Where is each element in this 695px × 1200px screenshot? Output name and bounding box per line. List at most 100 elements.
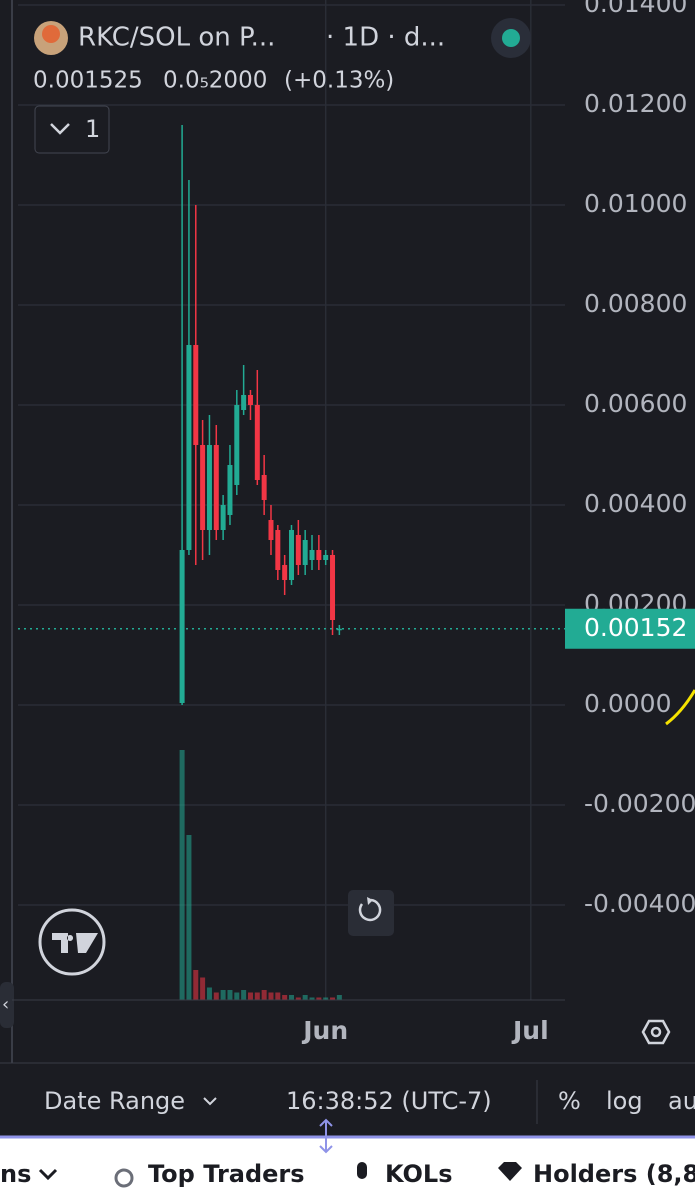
candle-body bbox=[336, 628, 342, 631]
candle-body bbox=[330, 555, 336, 620]
last-price-tag bbox=[565, 608, 695, 649]
volume-bar bbox=[323, 997, 329, 1000]
medal-icon bbox=[114, 1168, 134, 1188]
candle-body bbox=[254, 405, 260, 480]
status-dot bbox=[502, 29, 520, 47]
tab[interactable]: ns bbox=[0, 1160, 31, 1188]
diamond-icon bbox=[498, 1162, 522, 1181]
settings-button[interactable] bbox=[641, 1019, 671, 1045]
tv-logo[interactable] bbox=[38, 908, 106, 976]
candle-body bbox=[234, 405, 240, 485]
candle-body bbox=[309, 550, 315, 560]
volume-bar bbox=[186, 835, 192, 1000]
settings-icon bbox=[641, 1019, 671, 1045]
volume-bar bbox=[268, 992, 274, 1000]
reset-icon bbox=[358, 898, 382, 922]
candle-body bbox=[247, 395, 253, 405]
chevron-icon bbox=[50, 123, 70, 135]
y-tick-label: 0.00400 bbox=[584, 489, 687, 518]
volume-bar bbox=[220, 990, 226, 1000]
volume-bar bbox=[289, 995, 294, 1000]
date-range[interactable]: Date Range bbox=[44, 1087, 185, 1115]
candle-body bbox=[200, 445, 206, 530]
candle-body bbox=[220, 505, 226, 530]
mic-icon bbox=[357, 1162, 367, 1179]
date-range-chevron bbox=[203, 1097, 217, 1106]
candle-body bbox=[323, 555, 329, 560]
y-tick-label: -0.00200 bbox=[584, 789, 695, 818]
y-tick-label: 0.01400 bbox=[584, 0, 687, 18]
volume-bar bbox=[330, 997, 336, 1000]
candle-body bbox=[227, 465, 233, 515]
candle-body bbox=[193, 345, 199, 445]
volume-bar bbox=[227, 990, 233, 1000]
volume-bar bbox=[309, 997, 315, 1000]
volume-bar bbox=[179, 750, 185, 1000]
symbol-title[interactable]: RKC/SOL on P... bbox=[78, 23, 275, 53]
candle-body bbox=[295, 535, 301, 565]
auto-toggle[interactable]: au bbox=[668, 1087, 695, 1115]
x-tick-label: Jul bbox=[511, 1016, 549, 1045]
interval[interactable]: · 1D · d... bbox=[326, 23, 445, 53]
percent-toggle[interactable]: % bbox=[558, 1087, 581, 1115]
side-handle-icon: ‹ bbox=[2, 994, 9, 1015]
y-tick-label: -0.00400 bbox=[584, 889, 695, 918]
log-toggle[interactable]: log bbox=[606, 1087, 643, 1115]
volume-bar bbox=[336, 995, 342, 1000]
candle-body bbox=[289, 530, 294, 580]
volume-bar bbox=[193, 970, 199, 1000]
volume-bar bbox=[316, 997, 322, 1000]
candle-body bbox=[241, 395, 247, 410]
volume-bar bbox=[241, 990, 247, 1000]
indicator-count: 1 bbox=[85, 115, 100, 143]
plot-area: 0.01400 0.01200 0.01000 0.00800 0.00600 0.004… bbox=[18, 0, 695, 1000]
candle-body bbox=[302, 540, 308, 565]
volume-bar bbox=[206, 987, 212, 1000]
tab[interactable]: KOLs bbox=[385, 1160, 453, 1188]
y-tick-label: 0.01200 bbox=[584, 89, 687, 118]
volume-bar bbox=[295, 997, 301, 1000]
candle-body bbox=[213, 445, 219, 530]
tab[interactable]: Holders (8,85 bbox=[533, 1160, 695, 1188]
volume-bar bbox=[247, 992, 253, 1000]
settings-icon-center bbox=[650, 1026, 662, 1038]
last-price-label: 0.00152 bbox=[584, 613, 687, 642]
candle-body bbox=[275, 530, 281, 570]
clock[interactable]: 16:38:52 (UTC-7) bbox=[286, 1087, 492, 1115]
token-avatar-detail bbox=[42, 25, 60, 43]
candle-body bbox=[316, 550, 322, 560]
x-tick-label: Jun bbox=[301, 1016, 348, 1045]
volume-bar bbox=[213, 992, 219, 1000]
price-change-pct: (+0.13%) bbox=[284, 68, 394, 94]
candle-body bbox=[206, 445, 212, 530]
volume-bar bbox=[275, 992, 281, 1000]
price-change: 0.0₅2000 bbox=[163, 68, 267, 94]
y-tick-label: 0.01000 bbox=[584, 189, 687, 218]
tab-chevron bbox=[38, 1168, 58, 1181]
reset-icon-arrow bbox=[367, 897, 373, 905]
y-tick-label: 0.0000 bbox=[584, 689, 671, 718]
last-price: 0.001525 bbox=[33, 68, 143, 94]
indicator-toggle[interactable] bbox=[34, 105, 110, 154]
tab[interactable]: Top Traders bbox=[148, 1160, 305, 1188]
candle-body bbox=[268, 520, 274, 540]
drawing-line bbox=[665, 689, 695, 726]
candle-body bbox=[261, 475, 267, 500]
candle-body bbox=[186, 345, 192, 550]
volume-bar bbox=[302, 995, 308, 1000]
resize-handle[interactable] bbox=[319, 1118, 333, 1154]
reset-button[interactable] bbox=[348, 890, 394, 936]
volume-bar bbox=[254, 992, 260, 1000]
volume-bar bbox=[282, 995, 288, 1000]
volume-bar bbox=[200, 977, 206, 1000]
candle-body bbox=[179, 550, 185, 703]
side-handle[interactable] bbox=[0, 982, 14, 1028]
volume-bar bbox=[234, 992, 240, 1000]
candle-body bbox=[282, 565, 288, 580]
volume-bar bbox=[261, 990, 267, 1000]
y-tick-label: 0.00600 bbox=[584, 389, 687, 418]
tv-logo-mark bbox=[52, 933, 98, 953]
tab-bar bbox=[0, 1137, 695, 1200]
y-tick-label: 0.00800 bbox=[584, 289, 687, 318]
